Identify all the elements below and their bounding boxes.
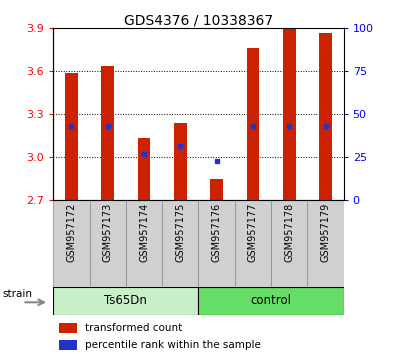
Text: transformed count: transformed count [85, 323, 182, 333]
Text: GSM957174: GSM957174 [139, 202, 149, 262]
Text: GSM957172: GSM957172 [66, 202, 77, 262]
Bar [283, 26, 295, 200]
Bar [174, 124, 187, 200]
Bar [126, 200, 162, 287]
Bar [246, 48, 259, 200]
Text: GSM957179: GSM957179 [320, 202, 331, 262]
Bar [90, 200, 126, 287]
Bar [59, 341, 77, 350]
Text: GSM957175: GSM957175 [175, 202, 185, 262]
Text: Ts65Dn: Ts65Dn [104, 295, 147, 307]
Bar [53, 200, 90, 287]
Text: GSM957173: GSM957173 [103, 202, 113, 262]
Bar [102, 66, 114, 200]
Bar [199, 287, 344, 315]
Text: strain: strain [3, 289, 33, 299]
Bar [199, 200, 235, 287]
Bar [65, 73, 78, 200]
Bar [59, 323, 77, 333]
Text: GSM957177: GSM957177 [248, 202, 258, 262]
Bar [162, 200, 199, 287]
Bar [319, 33, 332, 200]
Bar [210, 179, 223, 200]
Bar [53, 287, 199, 315]
Bar [235, 200, 271, 287]
Title: GDS4376 / 10338367: GDS4376 / 10338367 [124, 13, 273, 27]
Text: percentile rank within the sample: percentile rank within the sample [85, 341, 261, 350]
Text: GSM957178: GSM957178 [284, 202, 294, 262]
Text: control: control [250, 295, 292, 307]
Text: GSM957176: GSM957176 [212, 202, 222, 262]
Bar [271, 200, 307, 287]
Bar [138, 138, 150, 200]
Bar [307, 200, 344, 287]
